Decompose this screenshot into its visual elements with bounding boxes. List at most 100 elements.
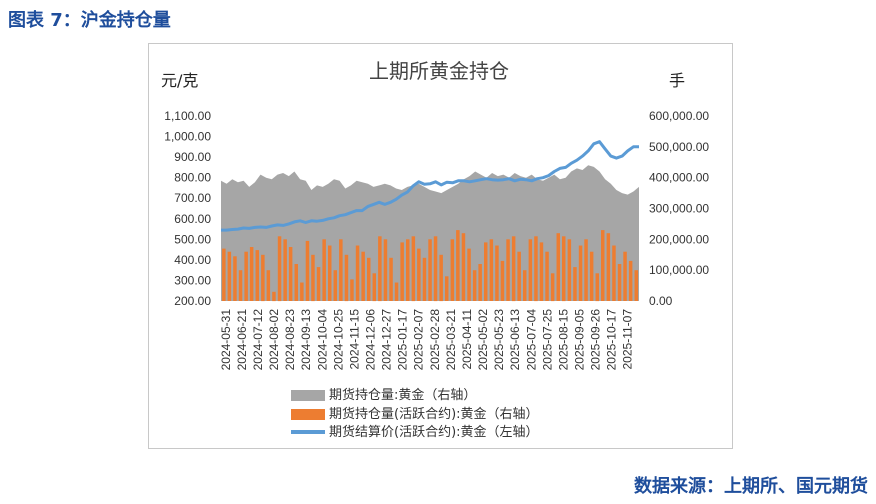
bar-active-open-interest xyxy=(294,264,298,301)
x-tick-label: 2024-07-12 xyxy=(251,309,265,371)
x-tick-label: 2025-07-04 xyxy=(524,309,538,371)
legend-swatch-active xyxy=(291,409,325,420)
y-left-tick-label: 300.00 xyxy=(174,273,211,287)
x-tick-label: 2025-02-28 xyxy=(428,309,442,371)
bar-active-open-interest xyxy=(305,240,310,301)
bar-active-open-interest xyxy=(595,273,599,302)
bar-active-open-interest xyxy=(439,254,443,302)
x-tick-label: 2025-08-15 xyxy=(556,309,570,371)
legend: 期货持仓量:黄金（右轴） 期货持仓量(活跃合约):黄金（右轴） 期货结算价(活跃合约… xyxy=(291,387,539,440)
x-tick-label: 2024-08-23 xyxy=(283,309,297,371)
bar-active-open-interest xyxy=(634,270,638,301)
x-tick-label: 2024-12-27 xyxy=(380,309,394,371)
y-right-tick-label: 500,000.00 xyxy=(649,140,709,154)
bar-active-open-interest xyxy=(383,239,388,301)
bar-active-open-interest xyxy=(523,270,527,301)
legend-label: 期货持仓量(活跃合约):黄金（右轴） xyxy=(329,406,539,422)
line-settlement-price xyxy=(221,140,639,232)
bar-active-open-interest xyxy=(333,270,337,301)
y-right-label: 手 xyxy=(669,71,685,90)
bar-active-open-interest xyxy=(506,239,510,301)
x-ticks: 2024-05-31 2024-06-21 2024-07-12 2024-08-02… xyxy=(219,309,635,371)
bar-active-open-interest xyxy=(628,260,633,301)
legend-label: 期货持仓量:黄金（右轴） xyxy=(329,387,476,403)
y-left-tick-label: 1,000.00 xyxy=(164,130,211,144)
y-left-tick-label: 500.00 xyxy=(174,232,211,246)
y-right-tick-label: 300,000.00 xyxy=(649,202,709,216)
bar-active-open-interest xyxy=(528,239,533,301)
y-right-tick-label: 0.00 xyxy=(649,294,673,308)
bar-active-open-interest xyxy=(539,242,544,301)
bar-active-open-interest xyxy=(534,236,538,302)
x-tick-label: 2025-11-07 xyxy=(621,309,635,370)
bar-active-open-interest xyxy=(428,239,432,301)
x-tick-label: 2024-12-06 xyxy=(364,309,378,371)
y-left-tick-label: 600.00 xyxy=(174,212,211,226)
bar-active-open-interest xyxy=(266,270,271,301)
source-note: 数据来源：上期所、国元期货 xyxy=(634,476,868,497)
y-right-tick-label: 200,000.00 xyxy=(649,232,709,246)
y-right-tick-label: 600,000.00 xyxy=(649,109,709,123)
bar-active-open-interest xyxy=(556,233,560,301)
x-tick-label: 2024-10-25 xyxy=(331,309,345,371)
legend-label: 期货结算价(活跃合约):黄金（左轴） xyxy=(329,424,539,440)
x-tick-label: 2025-05-02 xyxy=(476,309,490,371)
bar-active-open-interest xyxy=(467,248,471,301)
y-left-tick-label: 400.00 xyxy=(174,253,211,267)
y-left-tick-label: 1,100.00 xyxy=(164,109,211,123)
bar-active-open-interest xyxy=(489,239,494,301)
chart-title: 上期所黄金持仓 xyxy=(369,59,509,83)
bar-active-open-interest xyxy=(378,236,382,302)
bar-active-open-interest xyxy=(316,267,321,301)
bar-active-open-interest xyxy=(394,282,399,301)
bar-active-open-interest xyxy=(584,239,588,301)
x-tick-label: 2024-09-13 xyxy=(299,309,313,371)
x-tick-label: 2025-01-17 xyxy=(396,309,410,371)
bar-active-open-interest xyxy=(511,236,516,302)
bar-active-open-interest xyxy=(589,251,594,301)
x-tick-label: 2024-05-31 xyxy=(219,309,233,371)
bar-active-open-interest xyxy=(372,273,376,302)
bar-active-open-interest xyxy=(433,236,438,302)
legend-swatch-total xyxy=(291,390,325,401)
x-tick-label: 2024-11-15 xyxy=(347,309,361,370)
bar-active-open-interest xyxy=(249,247,254,301)
bar-active-open-interest xyxy=(272,291,276,302)
x-tick-label: 2024-10-04 xyxy=(315,309,329,371)
bar-active-open-interest xyxy=(484,242,488,301)
bar-active-open-interest xyxy=(233,256,237,301)
y-left-tick-label: 900.00 xyxy=(174,150,211,164)
x-tick-label: 2025-06-13 xyxy=(508,309,522,371)
chart-panel: 上期所黄金持仓 元/克 手 200.00 300.00 400.00 500.00 60… xyxy=(148,43,733,449)
figure-title: 图表 7：沪金持仓量 xyxy=(8,10,171,31)
x-tick-label: 2025-09-26 xyxy=(589,309,603,371)
bar-active-open-interest xyxy=(450,239,455,301)
bar-active-open-interest xyxy=(261,254,265,302)
bar-active-open-interest xyxy=(222,248,226,301)
bar-active-open-interest xyxy=(300,282,304,301)
bar-active-open-interest xyxy=(606,233,611,301)
x-tick-label: 2025-09-05 xyxy=(573,309,587,371)
bar-active-open-interest xyxy=(495,245,499,301)
bar-active-open-interest xyxy=(456,230,460,301)
bar-active-open-interest xyxy=(562,236,566,302)
bar-active-open-interest xyxy=(550,273,555,302)
x-tick-label: 2025-04-11 xyxy=(460,309,474,370)
bar-active-open-interest xyxy=(344,254,349,302)
bar-active-open-interest xyxy=(472,270,477,301)
y-left-label: 元/克 xyxy=(161,71,198,90)
bar-active-open-interest xyxy=(517,251,521,301)
bar-active-open-interest xyxy=(422,257,427,301)
x-tick-label: 2025-03-21 xyxy=(444,309,458,371)
bar-active-open-interest xyxy=(311,254,315,302)
x-tick-label: 2025-02-07 xyxy=(412,309,426,371)
bar-active-open-interest xyxy=(244,251,248,301)
y-left-tick-label: 200.00 xyxy=(174,294,211,308)
bar-active-open-interest xyxy=(406,239,410,301)
x-tick-label: 2024-08-02 xyxy=(267,309,281,371)
bar-active-open-interest xyxy=(322,239,326,301)
bar-active-open-interest xyxy=(623,251,627,301)
y-left-tick-label: 700.00 xyxy=(174,191,211,205)
x-tick-label: 2024-06-21 xyxy=(235,309,249,371)
bar-active-open-interest xyxy=(361,251,365,301)
